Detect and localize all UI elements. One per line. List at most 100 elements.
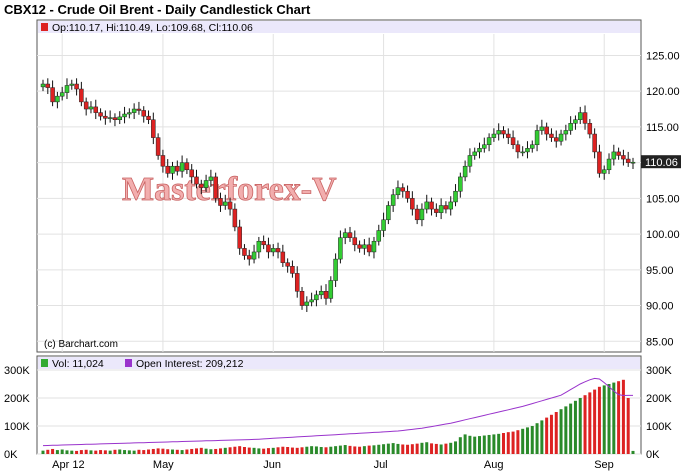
open-interest-line: [42, 377, 633, 447]
candle-body: [390, 194, 396, 206]
price-legend-swatch: [41, 23, 48, 31]
volume-bar: [377, 444, 381, 454]
candle-body: [467, 155, 473, 167]
candle-body: [534, 130, 540, 146]
volume-bar: [573, 400, 577, 454]
volume-bar: [329, 446, 333, 454]
candle-body: [127, 112, 132, 115]
volume-bar: [458, 437, 462, 454]
candle-body: [434, 208, 439, 213]
volume-bar: [362, 446, 366, 454]
candle-body: [98, 112, 103, 117]
candle-body: [131, 108, 137, 113]
candle-body: [601, 169, 607, 174]
candle-body: [458, 176, 463, 192]
candle-body: [587, 123, 593, 135]
volume-bar: [156, 448, 160, 454]
candle-body: [362, 244, 367, 249]
candle-body: [155, 137, 161, 156]
volume-bar: [482, 435, 486, 454]
candle-body: [395, 187, 401, 196]
candle-body: [563, 130, 569, 135]
volume-bar: [425, 442, 429, 454]
candle-body: [237, 226, 242, 249]
candle-body: [462, 165, 468, 178]
candle-body: [199, 183, 204, 188]
volume-bar: [415, 443, 419, 454]
candle-body: [530, 144, 535, 149]
candle-body: [179, 162, 185, 172]
volume-bar: [185, 449, 189, 454]
volume-bar: [113, 449, 117, 454]
month-label: Jul: [374, 459, 388, 471]
volume-bar: [338, 445, 342, 454]
price-tick-label: 120.00: [646, 86, 680, 98]
volume-bar: [247, 447, 251, 454]
volume-tick-label-right: 300K: [646, 365, 672, 377]
volume-bar: [209, 449, 213, 454]
volume-bar: [631, 450, 635, 454]
volume-bar: [204, 448, 208, 454]
candle-body: [582, 112, 588, 124]
volume-bar: [257, 448, 261, 454]
volume-bar: [290, 447, 294, 454]
candle-body: [577, 112, 583, 121]
volume-bar: [444, 443, 448, 454]
volume-bar: [569, 403, 573, 454]
candle-body: [203, 180, 209, 188]
volume-bar: [314, 446, 318, 454]
volume-tick-label-left: 300K: [4, 365, 30, 377]
volume-bar: [108, 450, 112, 454]
candle-body: [242, 248, 247, 256]
volume-bar: [310, 446, 314, 454]
candle-body: [175, 165, 180, 172]
candle-body: [520, 151, 525, 154]
candle-body: [424, 201, 429, 210]
volume-bar: [46, 449, 50, 454]
volume-panel: [36, 355, 642, 455]
candle-body: [342, 232, 348, 238]
candle-body: [266, 244, 271, 253]
volume-bar: [166, 449, 170, 454]
volume-bar: [372, 445, 376, 454]
candle-body: [328, 280, 334, 299]
volume-bar: [530, 426, 534, 454]
volume-bar: [60, 449, 64, 454]
volume-bar: [94, 450, 98, 454]
candle-body: [443, 205, 449, 210]
price-axis: 85.0090.0095.00100.00105.00110.00115.001…: [646, 50, 680, 348]
volume-bar: [439, 444, 443, 454]
candle-body: [151, 119, 156, 138]
volume-bar: [190, 448, 194, 454]
candle-body: [275, 248, 281, 253]
volume-bar: [401, 444, 405, 454]
volume-bar: [343, 445, 347, 454]
volume-bar: [468, 435, 472, 454]
volume-bar: [420, 442, 424, 454]
volume-bar: [588, 392, 592, 454]
candle-body: [400, 187, 406, 192]
volume-bar: [501, 433, 505, 454]
candle-body: [184, 162, 190, 171]
volume-bar: [79, 450, 83, 454]
candle-body: [592, 133, 597, 153]
candle-body: [218, 198, 223, 206]
volume-bar: [617, 381, 621, 454]
volume-bar: [334, 446, 338, 454]
candle-body: [165, 165, 170, 174]
price-tick-label: 115.00: [646, 122, 679, 134]
volume-bar: [525, 427, 529, 454]
candle-body: [338, 237, 343, 260]
candle-body: [515, 144, 521, 153]
price-legend-bar: [38, 21, 640, 33]
volume-tick-label-left: 200K: [4, 393, 30, 405]
candle-body: [223, 201, 228, 206]
month-label: Aug: [484, 459, 504, 471]
candle-body: [285, 262, 290, 267]
candle-body: [333, 258, 338, 281]
volume-axis: 0K 0K 100K 100K 200K 200K 300K 300K: [4, 365, 672, 461]
volume-bar: [545, 417, 549, 454]
volume-tick-label-left: 100K: [4, 421, 30, 433]
volume-bar: [55, 450, 59, 454]
